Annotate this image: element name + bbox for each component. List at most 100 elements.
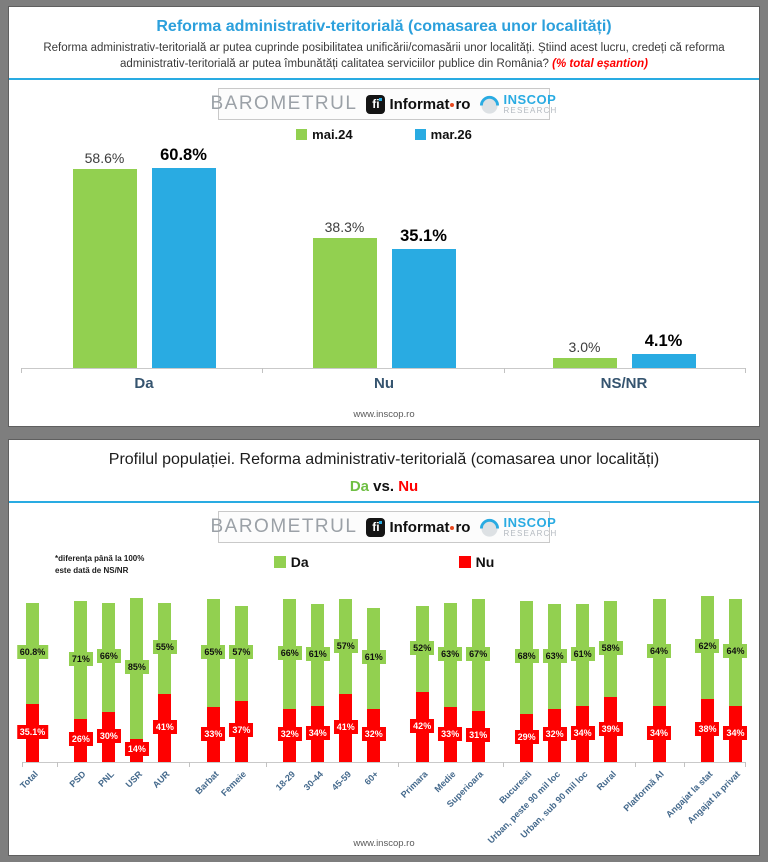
stacked-bar-18-29: 66% 32% 18-29 (273, 599, 302, 792)
page-title: Reforma administrativ-teritorială (comas… (156, 18, 612, 35)
bar-mar.26-Nu (391, 248, 456, 369)
ns-nr-footnote: *diferența până la 100% este dată de NS/… (55, 553, 144, 578)
bar-group-Da: 58.6% 60.8% (24, 146, 264, 369)
stacked-bar-Angajat la stat: 62% 38% Angajat la stat (664, 596, 720, 820)
barometrul-logo-strip: BAROMETRUL fi Informat ro INSCOP RESEARCH (210, 88, 556, 121)
category-label-Da: Da (134, 375, 154, 393)
informat-wordmark: Informat ro (389, 519, 470, 536)
stacked-bar-USR: 85% 14% USR (123, 597, 149, 790)
informat-icon: fi (366, 94, 386, 114)
axis-label-Rural: Rural (594, 769, 618, 793)
axis-label-Total: Total (17, 769, 40, 791)
da-value-label-30-44: 61% (305, 646, 330, 661)
da-value-label-Platformă AI: 64% (647, 644, 672, 659)
bar-group-1: 71% 26% PSD 66% 30% PNL 85% 14% USR 55% 41% AUR (68, 597, 177, 790)
bar-group-3: 66% 32% 18-29 61% 34% 30-44 57% 41% 45-59 61% 32% 6… (273, 599, 386, 792)
value-label-mar.26-Nu: 35.1% (400, 226, 447, 245)
inscop-logo: INSCOP RESEARCH (479, 516, 557, 538)
stacked-bar-Barbat: 65% 33% Barbat (193, 599, 226, 796)
axis-tick (635, 762, 636, 767)
da-value-label-Bucuresti: 68% (514, 649, 539, 664)
chart2-baseline (22, 762, 746, 767)
panel-national-results: Reforma administrativ-teritorială (comas… (8, 6, 760, 427)
legend-label: mai.24 (312, 127, 353, 143)
bar-column-mar.26-Da: 60.8% (151, 146, 216, 369)
da-value-label-USR: 85% (124, 660, 149, 675)
footnote-line1: *diferența până la 100% (55, 554, 145, 563)
informat-icon-dot (379, 520, 383, 524)
bar-column-mar.26-Nu: 35.1% (391, 146, 456, 369)
source-url: www.inscop.ro (353, 409, 415, 420)
survey-question: Reforma administrativ-teritorială ar put… (27, 41, 741, 72)
bar-group-2: 65% 33% Barbat 57% 37% Femeie (193, 599, 254, 798)
nu-value-label-Rural: 39% (598, 721, 623, 736)
stacked-bar-Femeie: 57% 37% Femeie (219, 605, 254, 798)
inscop-text: INSCOP (503, 515, 557, 530)
legend-item-Nu: Nu (458, 554, 495, 570)
stacked-bar-Bucuresti: 68% 29% Bucuresti (497, 600, 539, 805)
legend-label: Nu (475, 554, 495, 570)
axis-tick (22, 762, 23, 767)
axis-label-30-44: 30-44 (301, 769, 325, 793)
nu-value-label-Primara: 42% (410, 719, 435, 734)
stacked-bar-Medie: 63% 33% Medie (432, 602, 463, 794)
bar-group-5: 68% 29% Bucuresti 63% 32% Urban, peste 90 mil… (485, 600, 623, 845)
stacked-bar-PNL: 66% 30% PNL (96, 602, 121, 789)
informat-tld: ro (455, 518, 471, 536)
informat-text: Informat (389, 518, 450, 536)
axis-tick (683, 762, 685, 767)
bar-mai.24-NS/NR (552, 357, 617, 369)
bar-column-mai.24-Nu: 38.3% (312, 146, 377, 369)
nu-value-label-USR: 14% (124, 742, 149, 757)
stacked-bar-Rural: 58% 39% Rural (594, 600, 623, 792)
axis-tick (745, 368, 746, 374)
axis-tick (189, 762, 190, 767)
bar-group-7: 62% 38% Angajat la stat 64% 34% Angajat la pr… (664, 596, 748, 826)
axis-label-Femeie: Femeie (219, 769, 249, 799)
informat-tld: ro (455, 95, 471, 113)
legend-label: Da (290, 554, 309, 570)
value-label-mar.26-NS/NR: 4.1% (644, 332, 683, 351)
bar-group-0: 60.8% 35.1% Total (16, 602, 49, 791)
bar-group-NS/NR: 3.0% 4.1% (504, 146, 744, 369)
informat-logo: fi Informat ro (366, 94, 470, 114)
value-label-mar.26-Da: 60.8% (160, 146, 207, 165)
axis-label-Angajat la privat: Angajat la privat (685, 769, 743, 826)
bar-group-Nu: 38.3% 35.1% (264, 146, 504, 369)
value-label-mai.24-Da: 58.6% (84, 149, 125, 166)
stacked-bar-Angajat la privat: 64% 34% Angajat la privat (686, 599, 748, 826)
chart2-plot-area: 60.8% 35.1% Total 71% 26% PSD 66% 30% PNL 85% 14% U… (16, 594, 748, 845)
stacked-bar-AUR: 55% 41% AUR (151, 602, 177, 790)
nu-value-label-PNL: 30% (96, 729, 121, 744)
da-value-label-Total: 60.8% (16, 645, 49, 660)
vs-mid-text: vs. (369, 478, 399, 495)
informat-icon-glyph: fi (372, 520, 380, 534)
da-value-label-45-59: 57% (333, 638, 358, 653)
da-value-label-Medie: 63% (438, 646, 463, 661)
nu-value-label-Superioara: 31% (466, 728, 491, 743)
stacked-bar-30-44: 61% 34% 30-44 (301, 604, 330, 792)
legend-swatch-mar.26 (414, 129, 426, 141)
nu-value-label-PSD: 26% (68, 732, 93, 747)
inscop-research-text: RESEARCH (503, 106, 558, 116)
axis-label-Primara: Primara (398, 769, 430, 800)
chart2-area: 60.8% 35.1% Total 71% 26% PSD 66% 30% PNL 85% 14% U… (16, 594, 748, 845)
informat-wordmark: Informat ro (389, 96, 470, 113)
value-label-mai.24-NS/NR: 3.0% (568, 338, 601, 355)
da-value-label-AUR: 55% (152, 640, 177, 655)
barometrul-logo-strip: BAROMETRUL fi Informat ro INSCOP RESEARCH (210, 511, 556, 543)
bar-mar.26-NS/NR (631, 354, 696, 369)
nu-value-label-Urban, peste 90 mil loc: 32% (542, 727, 567, 742)
inscop-logo: INSCOP RESEARCH (479, 93, 557, 115)
informat-icon-dot (379, 97, 383, 101)
da-value-label-PSD: 71% (68, 651, 93, 666)
da-value-label-Angajat la privat: 64% (723, 644, 748, 659)
da-value-label-Angajat la stat: 62% (695, 639, 720, 654)
stacked-bar-Primara: 52% 42% Primara (398, 605, 435, 800)
inscop-wordmark: INSCOP RESEARCH (503, 516, 557, 538)
inscop-globe-icon (480, 95, 500, 114)
inscop-research-text: RESEARCH (503, 529, 558, 538)
axis-tick (265, 762, 267, 767)
axis-tick (21, 368, 22, 374)
bar-column-mar.26-NS/NR: 4.1% (631, 146, 696, 369)
